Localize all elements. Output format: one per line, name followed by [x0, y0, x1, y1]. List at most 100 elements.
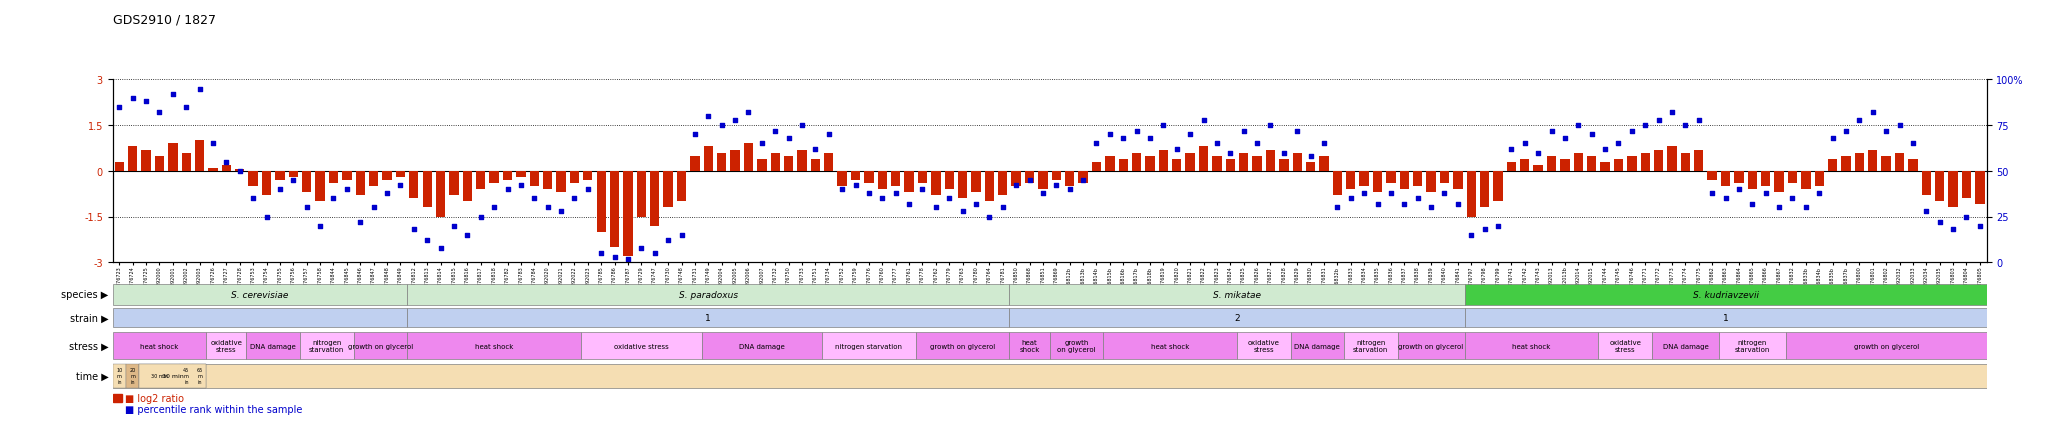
Text: 10
m
in: 10 m in [117, 368, 123, 384]
Text: growth on glycerol: growth on glycerol [1399, 343, 1464, 349]
Point [1548, 135, 1581, 142]
Text: 20
m
in: 20 m in [129, 368, 135, 384]
Bar [395, 171, 406, 178]
Point [1964, 223, 1997, 230]
Bar [1118, 159, 1128, 171]
Bar [1868, 150, 1878, 171]
Bar [1774, 171, 1784, 193]
Bar [997, 171, 1008, 196]
Point [731, 110, 764, 117]
Point [1911, 208, 1944, 215]
Bar [1253, 156, 1262, 171]
Point [1079, 141, 1112, 148]
FancyBboxPatch shape [915, 332, 1010, 359]
Point [1696, 190, 1729, 197]
Text: heat
shock: heat shock [1020, 339, 1040, 352]
Point [1214, 150, 1247, 157]
FancyBboxPatch shape [1786, 332, 1987, 359]
Point [1896, 141, 1929, 148]
Bar [195, 141, 205, 171]
Bar [1520, 159, 1530, 171]
Point [932, 195, 965, 202]
Point [1294, 153, 1327, 160]
Point [1655, 110, 1688, 117]
Bar [557, 171, 565, 193]
Point [1481, 223, 1513, 230]
Bar [1921, 171, 1931, 196]
Bar [1092, 162, 1102, 171]
Bar [717, 153, 727, 171]
Bar [811, 159, 819, 171]
Bar [516, 171, 526, 178]
Text: 1: 1 [705, 314, 711, 322]
Bar [1974, 171, 1985, 205]
Point [1067, 177, 1100, 184]
Point [530, 204, 563, 211]
Bar [879, 171, 887, 190]
Bar [784, 156, 793, 171]
Point [772, 135, 805, 142]
Point [1937, 226, 1970, 233]
Bar [1280, 159, 1288, 171]
Point [786, 122, 819, 129]
Bar [1145, 156, 1155, 171]
Point [1589, 146, 1622, 153]
Bar [1065, 171, 1075, 187]
Bar [838, 171, 846, 187]
Bar [504, 171, 512, 181]
Bar [932, 171, 940, 196]
Point [586, 250, 618, 257]
Bar [1493, 171, 1503, 202]
Bar [584, 171, 592, 181]
Point [760, 128, 793, 135]
Point [330, 186, 362, 193]
Text: oxidative
stress: oxidative stress [211, 339, 242, 352]
FancyBboxPatch shape [113, 309, 408, 328]
Bar [1239, 153, 1249, 171]
Bar [221, 165, 231, 171]
Point [961, 201, 993, 208]
Bar [1372, 171, 1382, 193]
FancyBboxPatch shape [207, 332, 246, 359]
Point [1348, 190, 1380, 197]
Bar [958, 171, 967, 199]
Bar [1106, 156, 1114, 171]
Bar [1599, 162, 1610, 171]
Bar [168, 144, 178, 171]
Point [799, 146, 831, 153]
Text: heat shock: heat shock [475, 343, 514, 349]
Bar [1024, 171, 1034, 184]
Bar [1561, 159, 1569, 171]
Point [1253, 122, 1286, 129]
Bar [1962, 171, 1970, 199]
Bar [705, 147, 713, 171]
Text: nitrogen
starvation: nitrogen starvation [309, 339, 344, 352]
Text: time ▶: time ▶ [76, 371, 109, 381]
Bar [1266, 150, 1276, 171]
Bar [1038, 171, 1049, 190]
Bar [1841, 156, 1851, 171]
Bar [1628, 156, 1636, 171]
Bar [342, 171, 352, 181]
Bar [1133, 153, 1141, 171]
Text: DNA damage: DNA damage [739, 343, 784, 349]
Point [197, 141, 229, 148]
Bar [156, 156, 164, 171]
Point [705, 122, 737, 129]
Point [1616, 128, 1649, 135]
Bar [315, 171, 326, 202]
Point [1321, 204, 1354, 211]
FancyBboxPatch shape [113, 364, 1987, 388]
Point [1602, 141, 1634, 148]
Point [1120, 128, 1153, 135]
Bar [1159, 150, 1167, 171]
Bar [1225, 159, 1235, 171]
Point [1389, 201, 1421, 208]
Point [1241, 141, 1274, 148]
Bar [1694, 150, 1704, 171]
Bar [743, 144, 754, 171]
FancyBboxPatch shape [702, 332, 821, 359]
Bar [1079, 171, 1087, 184]
Bar [1346, 171, 1356, 190]
Bar [1212, 156, 1221, 171]
